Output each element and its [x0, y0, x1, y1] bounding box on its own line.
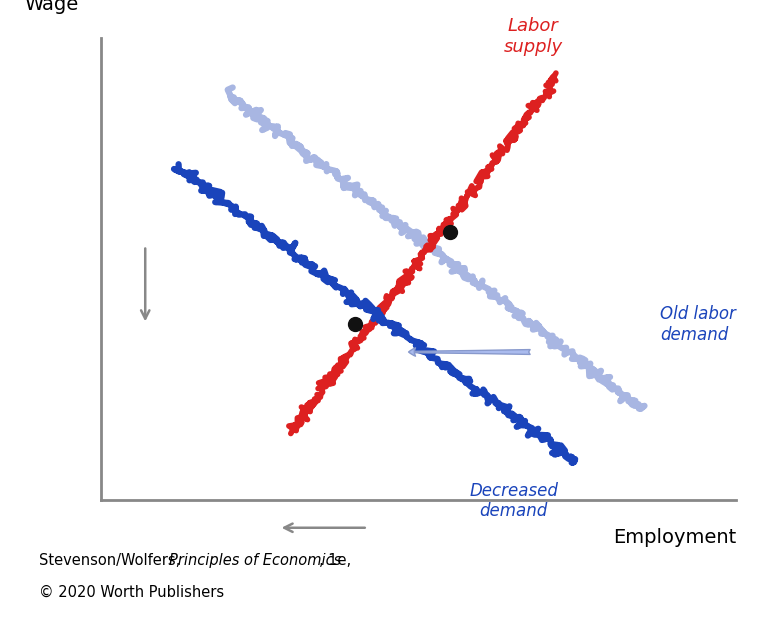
- Text: Decreased
demand: Decreased demand: [470, 481, 558, 520]
- Text: , 1e,: , 1e,: [319, 553, 350, 568]
- Text: Wage: Wage: [25, 0, 79, 14]
- Text: © 2020 Worth Publishers: © 2020 Worth Publishers: [39, 584, 224, 599]
- Text: Stevenson/Wolfers,: Stevenson/Wolfers,: [39, 553, 184, 568]
- Text: Old labor
demand: Old labor demand: [660, 305, 736, 344]
- Text: Labor
supply: Labor supply: [503, 18, 563, 56]
- Text: Employment: Employment: [613, 528, 736, 547]
- Text: Principles of Economics: Principles of Economics: [169, 553, 341, 568]
